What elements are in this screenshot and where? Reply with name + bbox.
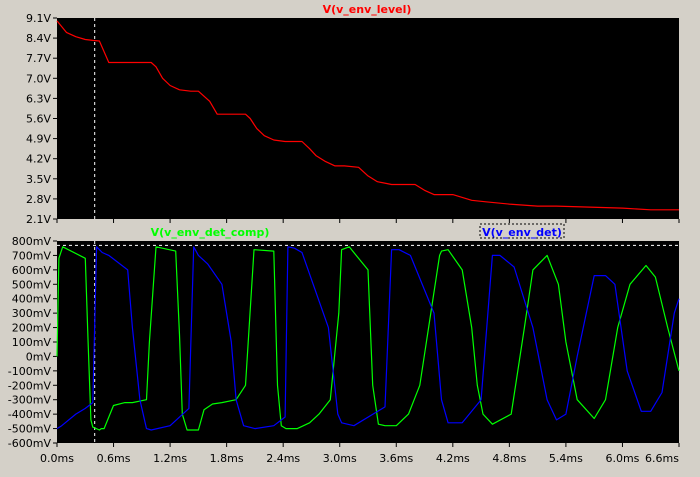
y-tick-label-bottom: 100mV xyxy=(12,336,52,349)
legend-v-env-det-comp[interactable]: V(v_env_det_comp) xyxy=(151,226,270,239)
y-tick-label-bottom: 500mV xyxy=(12,278,52,291)
y-tick-label-top: 8.4V xyxy=(26,32,51,45)
y-tick-label-top: 6.3V xyxy=(26,92,51,105)
y-tick-label-top: 4.9V xyxy=(26,133,51,146)
series-trace-v-v-env-det-[interactable] xyxy=(56,246,680,431)
x-tick-label: 1.8ms xyxy=(210,452,244,465)
y-tick-label-bottom: 300mV xyxy=(12,307,52,320)
y-tick-label-bottom: 600mV xyxy=(12,264,52,277)
y-tick-label-bottom: -100mV xyxy=(8,365,52,378)
legend-v-env-det[interactable]: V(v_env_det) xyxy=(482,226,562,239)
x-tick-label: 6.6ms xyxy=(645,452,679,465)
bottom-plot-traces xyxy=(56,241,680,443)
x-tick-label: 5.4ms xyxy=(549,452,583,465)
y-tick-label-top: 7.7V xyxy=(26,52,51,65)
y-tick-label-bottom: -200mV xyxy=(8,379,52,392)
y-tick-label-top: 4.2V xyxy=(26,153,51,166)
x-tick-label: 3.0ms xyxy=(323,452,357,465)
top-plot-area[interactable] xyxy=(57,18,679,219)
x-tick-label: 6.0ms xyxy=(605,452,639,465)
bottom-plot-axes: -600mV-500mV-400mV-300mV-200mV-100mV0mV1… xyxy=(8,235,680,465)
top-plot-axes: 2.1V 2.8V 3.5V 4.2V 4.9V 5.6V 6.3V 7.0V 7.7V 8.4V… xyxy=(26,12,680,226)
x-tick-label: 2.4ms xyxy=(266,452,300,465)
y-tick-label-bottom: 700mV xyxy=(12,249,52,262)
y-tick-label-top: 2.1V xyxy=(26,213,51,226)
y-tick-label-top: 5.6V xyxy=(26,113,51,126)
x-tick-label: 3.6ms xyxy=(379,452,413,465)
y-tick-label-bottom: -300mV xyxy=(8,394,52,407)
x-tick-label: 1.2ms xyxy=(153,452,187,465)
y-tick-label-bottom: 400mV xyxy=(12,293,52,306)
legend-v-env-det-box xyxy=(479,223,565,239)
y-tick-label-bottom: 200mV xyxy=(12,322,52,335)
x-tick-label: 4.2ms xyxy=(436,452,470,465)
y-tick-label-top: 2.8V xyxy=(26,193,51,206)
x-tick-label: 0.0ms xyxy=(40,452,74,465)
x-tick-label: 0.6ms xyxy=(97,452,131,465)
y-tick-label-top: 3.5V xyxy=(26,173,51,186)
y-tick-label-top: 9.1V xyxy=(26,12,51,25)
y-tick-label-top: 7.0V xyxy=(26,72,51,85)
y-tick-label-bottom: -400mV xyxy=(8,408,52,421)
series-trace-v-v-env-det-comp-[interactable] xyxy=(56,246,680,431)
series-trace-v-v-env-level-[interactable] xyxy=(56,20,679,211)
top-plot-traces xyxy=(56,18,679,219)
y-tick-label-bottom: -500mV xyxy=(8,423,52,436)
top-plot-title[interactable]: V(v_env_level) xyxy=(323,3,412,16)
y-tick-label-bottom: 0mV xyxy=(26,350,52,363)
y-tick-label-bottom: 800mV xyxy=(12,235,52,248)
y-tick-label-bottom: -600mV xyxy=(8,437,52,450)
x-tick-label: 4.8ms xyxy=(492,452,526,465)
